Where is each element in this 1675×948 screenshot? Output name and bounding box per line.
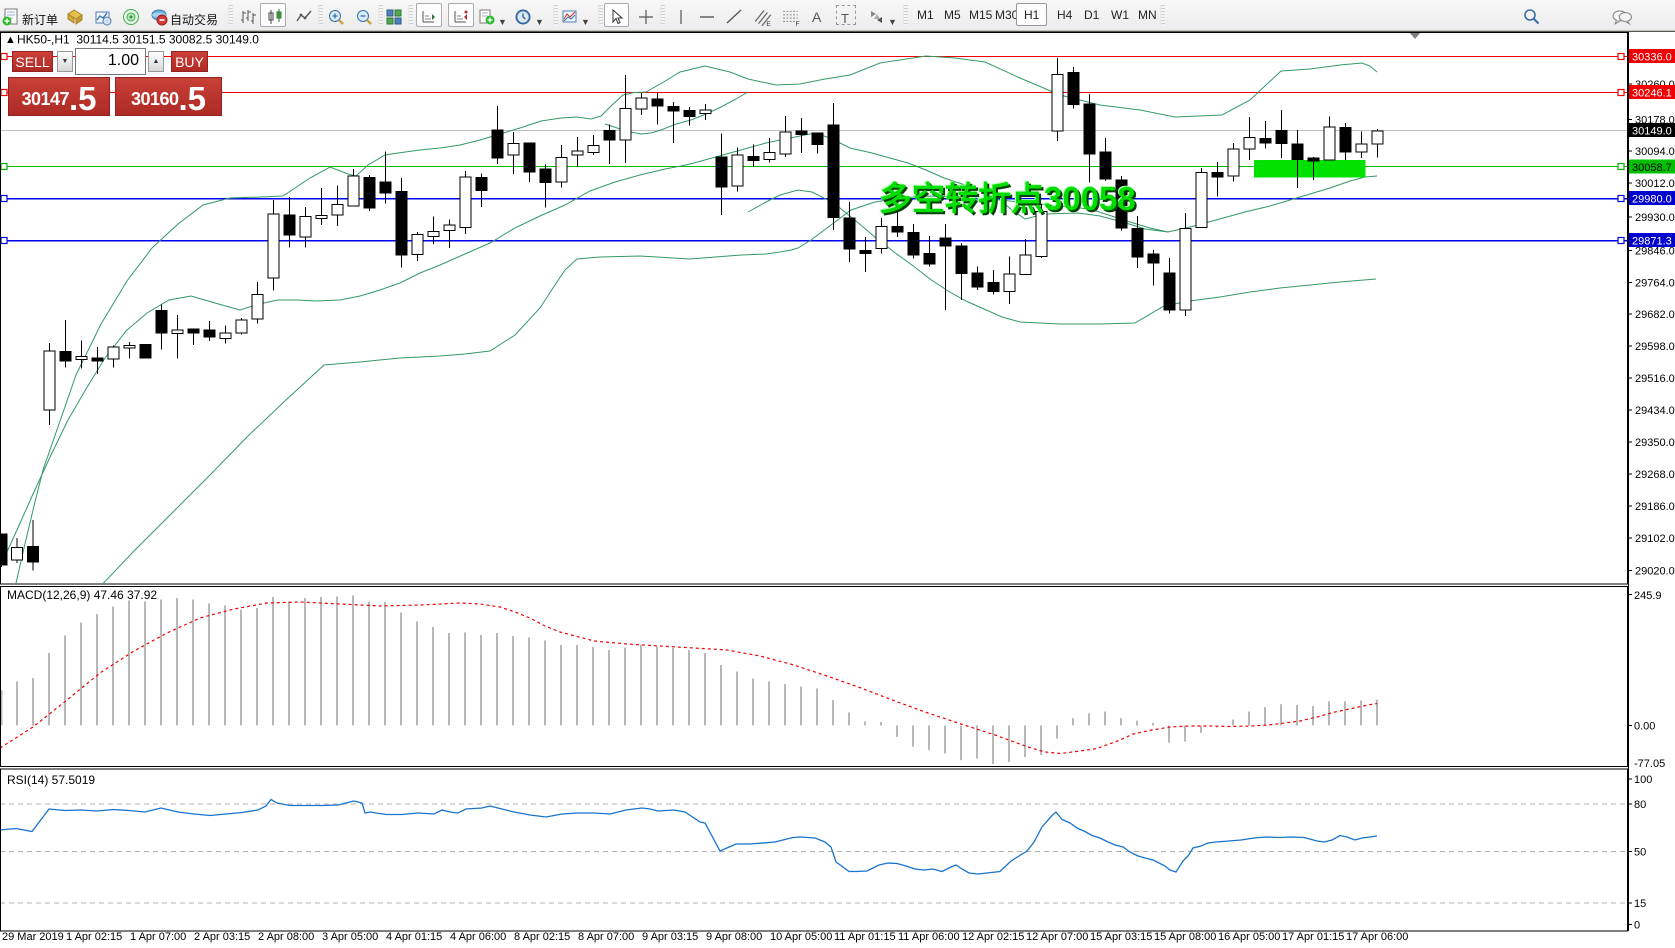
svg-text:11 Apr 06:00: 11 Apr 06:00 [898,931,960,943]
svg-text:30246.1: 30246.1 [1632,88,1672,100]
svg-text:1 Apr 07:00: 1 Apr 07:00 [130,931,186,943]
svg-text:17 Apr 06:00: 17 Apr 06:00 [1346,931,1408,943]
svg-text:29846.0: 29846.0 [1635,246,1675,258]
svg-text:12 Apr 02:15: 12 Apr 02:15 [962,931,1024,943]
svg-text:29980.0: 29980.0 [1632,194,1672,206]
svg-text:-77.05: -77.05 [1634,758,1665,770]
svg-text:1 Apr 02:15: 1 Apr 02:15 [66,931,122,943]
svg-text:11 Apr 01:15: 11 Apr 01:15 [834,931,896,943]
svg-text:29434.0: 29434.0 [1635,405,1675,417]
svg-text:9 Apr 03:15: 9 Apr 03:15 [642,931,698,943]
svg-text:29682.0: 29682.0 [1635,309,1675,321]
svg-text:▲: ▲ [5,34,16,46]
svg-text:29268.0: 29268.0 [1635,469,1675,481]
svg-text:30094.0: 30094.0 [1635,146,1675,158]
svg-text:2 Apr 08:00: 2 Apr 08:00 [258,931,314,943]
svg-text:29598.0: 29598.0 [1635,341,1675,353]
svg-text:4 Apr 06:00: 4 Apr 06:00 [450,931,506,943]
svg-text:29020.0: 29020.0 [1635,566,1675,578]
svg-text:29186.0: 29186.0 [1635,501,1675,513]
svg-text:29102.0: 29102.0 [1635,533,1675,545]
svg-text:12 Apr 07:00: 12 Apr 07:00 [1026,931,1088,943]
svg-text:50: 50 [1634,847,1646,859]
svg-text:HK50-,H1 30114.5 30151.5 3008: HK50-,H1 30114.5 30151.5 30082.5 30149.0 [17,33,259,47]
svg-text:30058.7: 30058.7 [1632,162,1672,174]
svg-text:29350.0: 29350.0 [1635,437,1675,449]
svg-text:4 Apr 01:15: 4 Apr 01:15 [386,931,442,943]
svg-text:MACD(12,26,9) 47.46 37.92: MACD(12,26,9) 47.46 37.92 [7,588,157,602]
svg-text:15: 15 [1634,898,1646,910]
svg-text:15 Apr 08:00: 15 Apr 08:00 [1154,931,1216,943]
svg-text:29516.0: 29516.0 [1635,373,1675,385]
svg-text:F: F [795,21,799,28]
svg-text:30149.0: 30149.0 [1632,126,1672,138]
svg-text:30336.0: 30336.0 [1632,52,1672,64]
svg-text:29930.0: 29930.0 [1635,212,1675,224]
svg-text:10 Apr 05:00: 10 Apr 05:00 [770,931,832,943]
svg-text:16 Apr 05:00: 16 Apr 05:00 [1218,931,1280,943]
svg-text:8 Apr 02:15: 8 Apr 02:15 [514,931,570,943]
svg-text:80: 80 [1634,799,1646,811]
svg-text:100: 100 [1634,774,1652,786]
svg-text:8 Apr 07:00: 8 Apr 07:00 [578,931,634,943]
svg-text:29 Mar 2019: 29 Mar 2019 [2,931,64,943]
svg-text:29764.0: 29764.0 [1635,278,1675,290]
svg-text:245.9: 245.9 [1634,590,1662,602]
svg-text:0: 0 [1634,920,1640,932]
svg-text:RSI(14) 57.5019: RSI(14) 57.5019 [7,773,95,787]
svg-text:3 Apr 05:00: 3 Apr 05:00 [322,931,378,943]
svg-text:E: E [766,21,771,28]
svg-text:9 Apr 08:00: 9 Apr 08:00 [706,931,762,943]
svg-text:17 Apr 01:15: 17 Apr 01:15 [1282,931,1344,943]
svg-text:2 Apr 03:15: 2 Apr 03:15 [194,931,250,943]
svg-text:0.00: 0.00 [1634,721,1655,733]
svg-text:30012.0: 30012.0 [1635,178,1675,190]
svg-text:15 Apr 03:15: 15 Apr 03:15 [1090,931,1152,943]
svg-text:29871.3: 29871.3 [1632,236,1672,248]
